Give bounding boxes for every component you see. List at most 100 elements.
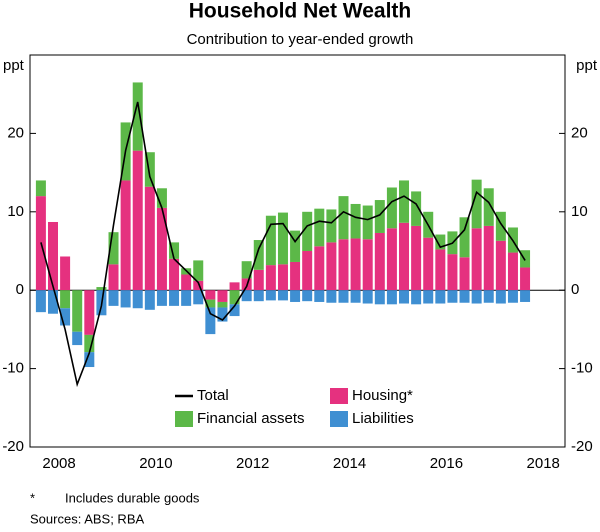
- bar: [205, 299, 216, 308]
- bar: [350, 203, 361, 239]
- bar: [314, 208, 325, 247]
- bar: [156, 207, 167, 291]
- bar: [495, 211, 506, 241]
- bar: [84, 334, 95, 353]
- bar: [229, 304, 240, 317]
- bar: [265, 215, 276, 266]
- bar: [302, 211, 313, 251]
- bar: [399, 180, 410, 223]
- bar: [435, 234, 446, 250]
- bar: [265, 290, 276, 301]
- bar: [132, 290, 143, 309]
- bar: [338, 196, 349, 240]
- y2-axis-label: ppt: [576, 57, 598, 74]
- footnote: Includes durable goods: [65, 490, 200, 505]
- bar: [495, 290, 506, 304]
- bar: [120, 290, 131, 308]
- bar: [326, 209, 337, 243]
- bar: [495, 240, 506, 291]
- bar: [314, 246, 325, 291]
- bar: [423, 237, 434, 291]
- x-tick-label: 2012: [236, 455, 269, 472]
- bar: [362, 290, 373, 304]
- bar: [96, 287, 107, 291]
- y2-tick-label: 0: [571, 281, 579, 298]
- y2-tick-label: -20: [571, 438, 593, 455]
- legend-label: Liabilities: [352, 410, 414, 427]
- bar: [459, 290, 470, 303]
- legend-swatch: [175, 411, 193, 427]
- bar: [217, 307, 228, 322]
- bar: [169, 258, 180, 291]
- bar: [399, 290, 410, 304]
- bar: [60, 290, 71, 309]
- bar: [72, 290, 83, 332]
- bar: [326, 242, 337, 291]
- bar: [253, 269, 264, 291]
- bar: [326, 290, 337, 303]
- bar: [108, 264, 119, 291]
- bar: [435, 290, 446, 304]
- y-tick-label: 0: [16, 281, 24, 298]
- bar: [459, 257, 470, 291]
- bar: [386, 187, 397, 229]
- bar: [520, 267, 531, 291]
- y2-tick-label: 20: [571, 124, 588, 141]
- chart-subtitle: Contribution to year-ended growth: [187, 31, 414, 48]
- bar: [350, 290, 361, 303]
- bar: [132, 82, 143, 151]
- bar: [374, 290, 385, 305]
- bar: [374, 200, 385, 233]
- line: [40, 101, 526, 388]
- bar: [483, 188, 494, 226]
- bar: [253, 290, 264, 302]
- bar: [507, 252, 518, 291]
- bar: [35, 180, 46, 197]
- bar: [302, 290, 313, 302]
- bar: [314, 290, 325, 302]
- bar: [229, 290, 240, 305]
- x-tick-label: 2008: [42, 455, 75, 472]
- bar: [399, 222, 410, 291]
- bar: [108, 232, 119, 265]
- bar: [144, 290, 155, 310]
- legend-label: Financial assets: [197, 410, 305, 427]
- plot-frame: [29, 54, 566, 448]
- bar: [411, 225, 422, 291]
- y-tick-label: -10: [2, 360, 24, 377]
- bar: [169, 242, 180, 259]
- legend-label: Total: [197, 387, 229, 404]
- bar: [241, 261, 252, 279]
- bar: [241, 290, 252, 302]
- bar: [205, 307, 216, 335]
- y2-tick-label: -10: [571, 360, 593, 377]
- legend-swatch: [330, 411, 348, 427]
- bar: [386, 290, 397, 305]
- bar: [362, 205, 373, 240]
- legend-swatch: [330, 388, 348, 404]
- bar: [47, 221, 58, 291]
- bar: [181, 290, 192, 306]
- bar: [471, 228, 482, 291]
- bar: [181, 274, 192, 291]
- bar: [72, 331, 83, 346]
- bar: [169, 290, 180, 306]
- bar: [217, 301, 228, 308]
- bar: [217, 290, 228, 302]
- bar: [386, 228, 397, 291]
- legend-label: Housing*: [352, 387, 413, 404]
- bar: [290, 230, 301, 262]
- bar: [423, 290, 434, 304]
- bar: [277, 212, 288, 265]
- bar: [193, 280, 204, 291]
- footnote-marker: *: [30, 490, 35, 505]
- bar: [374, 232, 385, 291]
- bar: [84, 290, 95, 335]
- x-tick-label: 2014: [333, 455, 366, 472]
- y-tick-label: 10: [7, 203, 24, 220]
- x-tick-label: 2018: [527, 455, 560, 472]
- bar: [277, 290, 288, 301]
- bar: [520, 290, 531, 302]
- bar: [302, 251, 313, 291]
